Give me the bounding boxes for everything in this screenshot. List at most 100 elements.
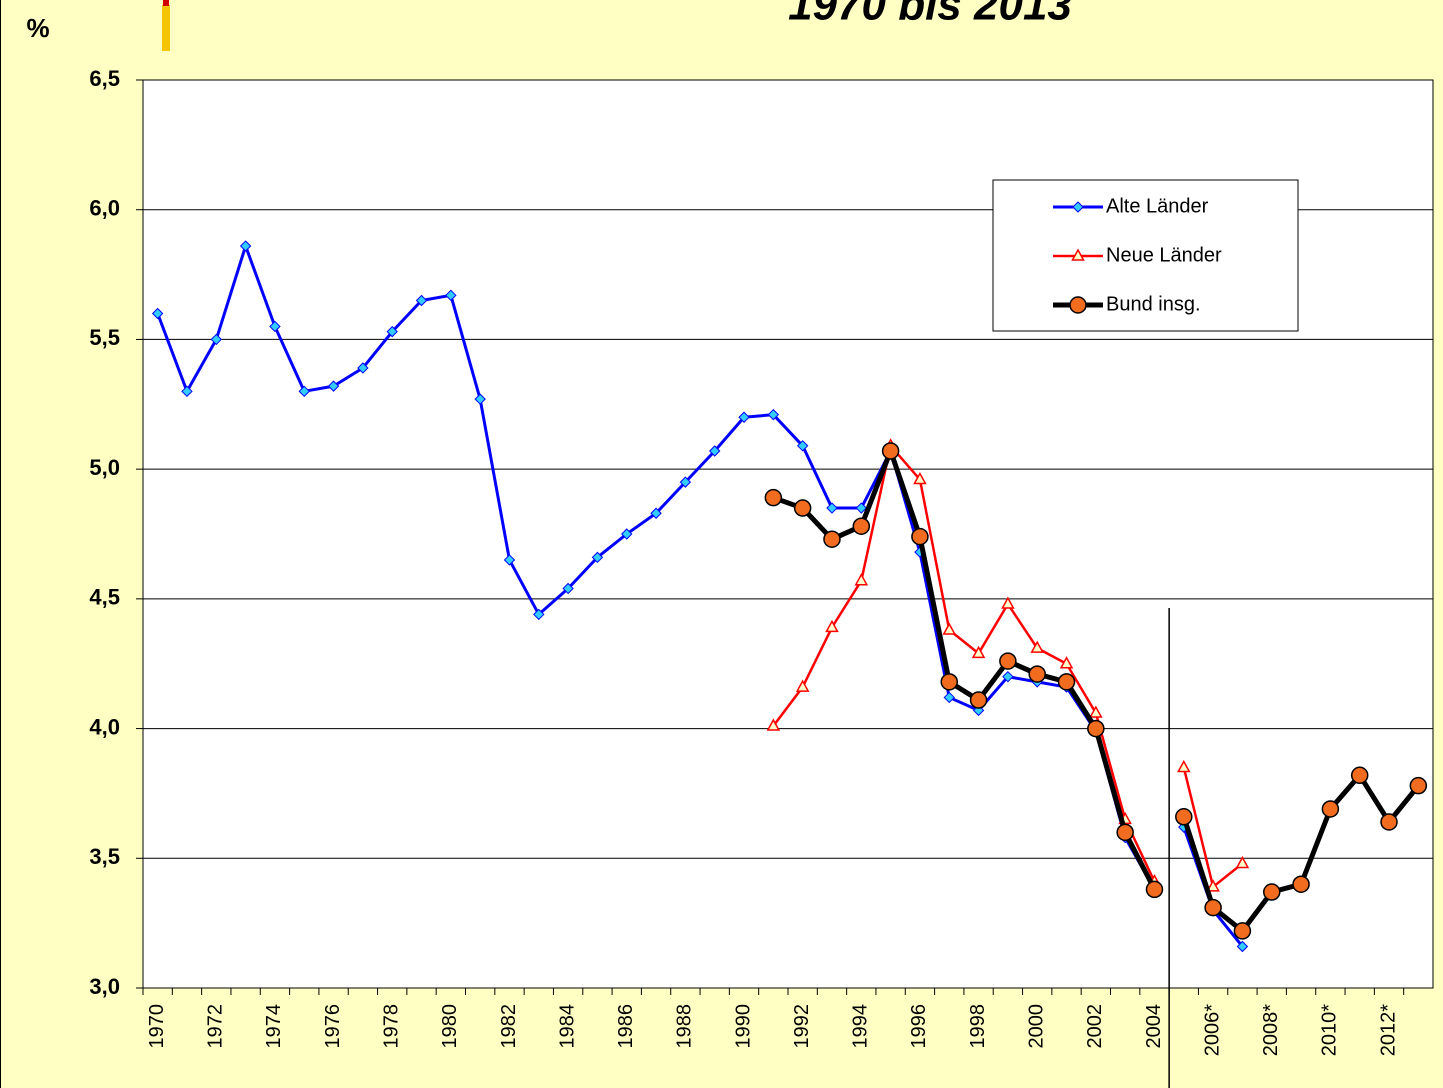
- marker: [1233, 922, 1252, 940]
- lines: [151, 240, 1428, 953]
- marker: [795, 679, 810, 692]
- marker: [1292, 875, 1310, 893]
- marker: [327, 380, 340, 392]
- marker: [562, 582, 574, 595]
- series: [764, 442, 1428, 940]
- y-tick-label: 6,0: [89, 196, 120, 221]
- x-tick-label: 2004: [1143, 1004, 1165, 1049]
- marker: [1001, 596, 1015, 609]
- marker: [503, 554, 516, 566]
- marker: [1263, 883, 1281, 901]
- marker: [971, 645, 986, 659]
- x-tick-label: 1994: [850, 1004, 872, 1049]
- marker: [621, 528, 633, 540]
- marker: [943, 691, 955, 704]
- x-tick-label: 1998: [967, 1004, 989, 1049]
- marker: [764, 488, 783, 507]
- chart-title: 1970 bis 2013: [788, 0, 1072, 30]
- marker: [1175, 808, 1193, 826]
- marker: [181, 385, 193, 398]
- marker: [1002, 670, 1014, 683]
- logo-bar: [162, 5, 170, 51]
- marker: [269, 320, 281, 333]
- x-tick-label: 1970: [146, 1004, 168, 1049]
- y-tick-label: 3,0: [89, 974, 120, 999]
- y-tick-label: 6,5: [89, 66, 120, 91]
- grid: [136, 79, 1433, 995]
- marker: [766, 718, 781, 731]
- legend-marker: [1069, 296, 1087, 314]
- series-line: [772, 444, 1156, 883]
- marker: [999, 652, 1017, 670]
- marker: [357, 362, 369, 374]
- x-tick-label: 1978: [380, 1004, 402, 1049]
- marker: [210, 333, 223, 346]
- marker: [942, 622, 957, 635]
- y-tick-label: 4,0: [89, 714, 120, 739]
- x-tick-label: 2002: [1084, 1004, 1106, 1049]
- legend-label: Alte Länder: [1106, 195, 1209, 217]
- marker: [591, 551, 604, 564]
- marker: [972, 704, 985, 717]
- marker: [1409, 776, 1428, 795]
- marker: [445, 289, 457, 302]
- marker: [415, 294, 428, 307]
- y-tick-label: 4,5: [89, 585, 120, 610]
- marker: [825, 619, 839, 633]
- x-tick-label: 1972: [205, 1004, 227, 1049]
- marker: [855, 502, 868, 514]
- x-tick-label: 1980: [439, 1004, 461, 1049]
- marker: [1089, 705, 1103, 718]
- marker: [854, 573, 869, 586]
- x-tick-label: 2006*: [1201, 1004, 1223, 1056]
- x-tick-label: 2012*: [1377, 1004, 1399, 1056]
- marker: [386, 325, 398, 338]
- x-tick-label: 1986: [615, 1004, 637, 1049]
- marker: [969, 691, 988, 709]
- marker: [1116, 823, 1134, 842]
- marker: [852, 517, 871, 535]
- marker: [474, 393, 486, 405]
- x-tick-label: 1988: [674, 1004, 696, 1049]
- y-tick-label: 5,5: [89, 325, 120, 350]
- marker: [796, 440, 809, 452]
- x-tick-label: 1984: [556, 1004, 578, 1049]
- marker: [679, 476, 692, 488]
- x-tick-label: 1996: [908, 1004, 930, 1049]
- marker: [1380, 813, 1398, 831]
- marker: [1235, 855, 1250, 869]
- x-tick-label: 1974: [263, 1004, 285, 1049]
- marker: [708, 445, 721, 457]
- y-axis-label: %: [26, 13, 49, 43]
- marker: [298, 385, 310, 398]
- legend-marker: [1072, 201, 1084, 213]
- marker: [826, 502, 838, 514]
- marker: [767, 408, 780, 421]
- marker: [1177, 759, 1191, 773]
- logo-top: [163, 0, 169, 6]
- marker: [940, 673, 958, 691]
- marker: [1204, 898, 1222, 917]
- marker: [881, 442, 900, 460]
- marker: [239, 240, 252, 252]
- marker: [913, 471, 927, 485]
- x-tick-label: 1992: [791, 1004, 813, 1049]
- marker: [1321, 800, 1340, 818]
- marker: [738, 411, 750, 423]
- x-tick-label: 1982: [498, 1004, 520, 1049]
- y-tick-label: 5,0: [89, 455, 120, 480]
- marker: [823, 530, 841, 548]
- x-tick-label: 2000: [1025, 1004, 1047, 1049]
- marker: [1028, 665, 1046, 683]
- y-tick-label: 3,5: [89, 844, 120, 869]
- marker: [911, 527, 929, 546]
- marker: [793, 499, 812, 517]
- marker: [1145, 880, 1164, 899]
- legend-box: [992, 179, 1299, 332]
- marker: [533, 608, 545, 621]
- legend: Alte Länder Neue Länder Bund insg.: [992, 179, 1299, 332]
- x-tick-label: 2008*: [1260, 1004, 1282, 1056]
- marker: [1030, 640, 1044, 653]
- marker: [650, 507, 662, 519]
